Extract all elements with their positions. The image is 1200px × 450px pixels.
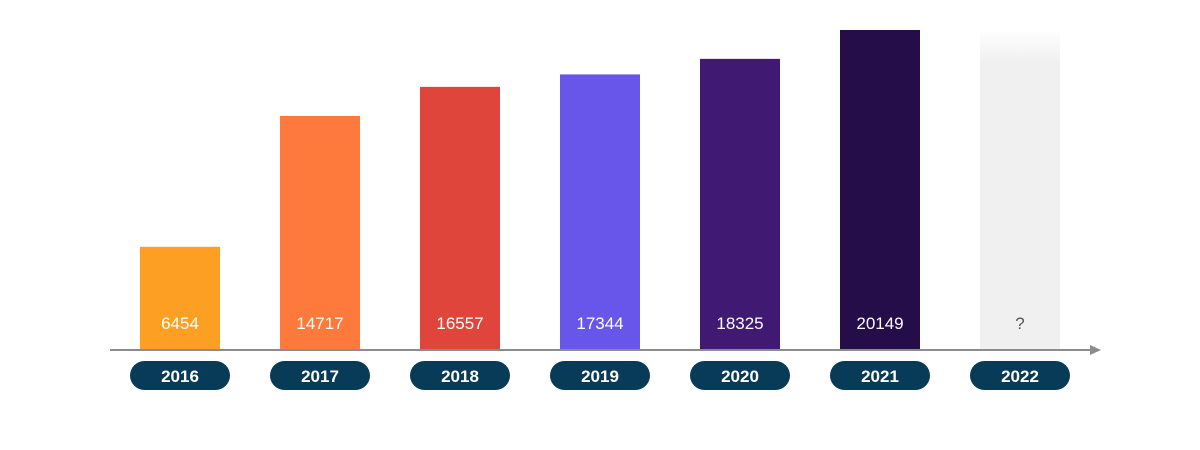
year-pill-background	[830, 361, 930, 390]
year-pill: 2020	[690, 361, 790, 390]
bar	[700, 58, 780, 350]
bar-value-label: 20149	[856, 314, 903, 333]
x-tick-label: 2020	[721, 367, 759, 386]
x-tick-label: 2019	[581, 367, 619, 386]
x-tick-label: 2017	[301, 367, 339, 386]
bar-value-label: 6454	[161, 314, 199, 333]
bar-value-label: 18325	[716, 314, 763, 333]
year-pill-background	[130, 361, 230, 390]
bar	[280, 115, 360, 350]
year-pill: 2022	[970, 361, 1070, 390]
x-tick-label: 2016	[161, 367, 199, 386]
bar-value-label: 14717	[296, 314, 343, 333]
year-pill: 2019	[550, 361, 650, 390]
year-pills-group: 2016 2017 2018 2019 2020 2021 2022	[130, 361, 1070, 390]
bar	[140, 246, 220, 349]
x-axis-arrow-icon	[1090, 345, 1101, 355]
year-pill-background	[550, 361, 650, 390]
year-pill-background	[690, 361, 790, 390]
year-pill: 2017	[270, 361, 370, 390]
bar	[840, 30, 920, 349]
year-pill: 2021	[830, 361, 930, 390]
x-tick-label: 2022	[1001, 367, 1039, 386]
value-labels-group: 6454 14717 16557 17344 18325 20149?	[161, 314, 1025, 333]
bars-group	[140, 30, 1060, 350]
bar-unknown	[980, 30, 1060, 349]
year-pill: 2016	[130, 361, 230, 390]
bar-value-label: ?	[1015, 314, 1024, 333]
x-axis	[110, 345, 1101, 355]
year-pill-background	[410, 361, 510, 390]
bar-value-label: 16557	[436, 314, 483, 333]
year-pill-background	[970, 361, 1070, 390]
x-tick-label: 2021	[861, 367, 899, 386]
x-tick-label: 2018	[441, 367, 479, 386]
year-pill-background	[270, 361, 370, 390]
bar	[560, 74, 640, 349]
bar-value-label: 17344	[576, 314, 623, 333]
year-pill: 2018	[410, 361, 510, 390]
bar	[420, 86, 500, 350]
